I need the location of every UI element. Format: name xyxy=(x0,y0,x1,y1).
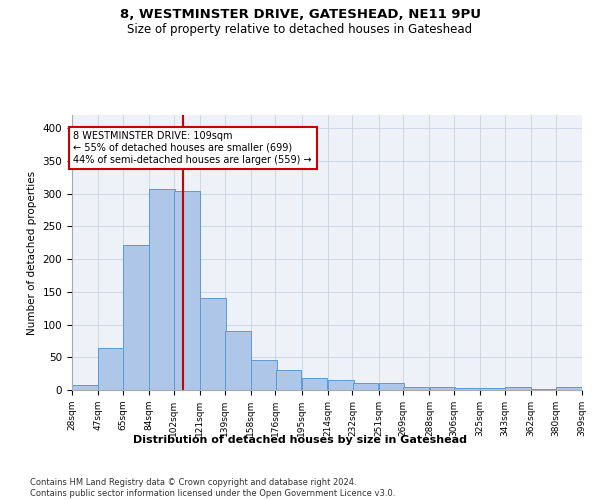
Text: 8, WESTMINSTER DRIVE, GATESHEAD, NE11 9PU: 8, WESTMINSTER DRIVE, GATESHEAD, NE11 9P… xyxy=(119,8,481,20)
Text: 8 WESTMINSTER DRIVE: 109sqm
← 55% of detached houses are smaller (699)
44% of se: 8 WESTMINSTER DRIVE: 109sqm ← 55% of det… xyxy=(73,132,312,164)
Text: Distribution of detached houses by size in Gateshead: Distribution of detached houses by size … xyxy=(133,435,467,445)
Bar xyxy=(454,388,480,390)
Bar xyxy=(72,385,98,390)
Bar xyxy=(430,386,455,390)
Bar xyxy=(556,388,582,390)
Bar xyxy=(98,348,124,390)
Bar xyxy=(353,383,379,390)
Text: Contains HM Land Registry data © Crown copyright and database right 2024.
Contai: Contains HM Land Registry data © Crown c… xyxy=(30,478,395,498)
Y-axis label: Number of detached properties: Number of detached properties xyxy=(27,170,37,334)
Text: Size of property relative to detached houses in Gateshead: Size of property relative to detached ho… xyxy=(127,22,473,36)
Bar xyxy=(251,360,277,390)
Bar xyxy=(275,370,301,390)
Bar xyxy=(174,191,200,390)
Bar xyxy=(123,244,149,390)
Bar xyxy=(328,380,353,390)
Bar xyxy=(379,384,404,390)
Bar xyxy=(481,388,506,390)
Bar xyxy=(505,388,531,390)
Bar xyxy=(403,388,429,390)
Bar xyxy=(200,298,226,390)
Bar xyxy=(149,189,175,390)
Bar xyxy=(302,378,328,390)
Bar xyxy=(225,331,251,390)
